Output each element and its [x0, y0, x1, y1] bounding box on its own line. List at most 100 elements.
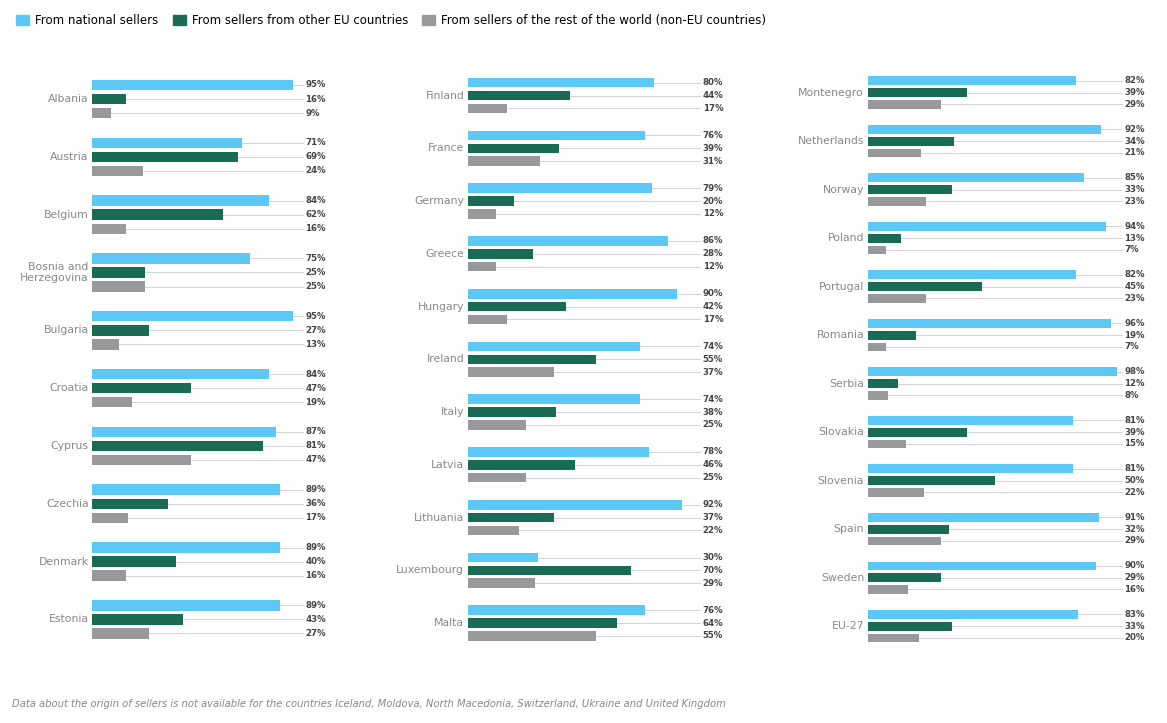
Text: 79%: 79%: [703, 184, 724, 193]
Text: 92%: 92%: [1124, 125, 1145, 134]
Bar: [868, 88, 966, 97]
Bar: [868, 585, 908, 594]
Bar: [468, 473, 526, 482]
Bar: [468, 448, 649, 457]
Text: Cyprus: Cyprus: [50, 441, 89, 451]
Text: Belgium: Belgium: [44, 210, 89, 220]
Bar: [468, 249, 533, 259]
Text: 81%: 81%: [1124, 416, 1145, 425]
Bar: [92, 628, 149, 638]
Bar: [868, 367, 1117, 376]
Text: 75%: 75%: [306, 254, 326, 263]
Text: 20%: 20%: [703, 197, 724, 205]
Bar: [92, 441, 263, 451]
Bar: [92, 281, 145, 292]
Bar: [468, 236, 668, 246]
Bar: [468, 197, 515, 206]
Bar: [92, 542, 280, 553]
Text: 12%: 12%: [703, 262, 724, 271]
Text: 50%: 50%: [1124, 476, 1145, 485]
Text: 85%: 85%: [1124, 174, 1145, 182]
Text: 70%: 70%: [703, 566, 724, 575]
Text: Ireland: Ireland: [427, 354, 464, 364]
Text: 45%: 45%: [1124, 282, 1145, 291]
Text: 29%: 29%: [703, 578, 724, 588]
Bar: [468, 513, 554, 522]
Bar: [868, 464, 1074, 474]
Text: 39%: 39%: [703, 144, 724, 153]
Text: Bosnia and
Herzegovina: Bosnia and Herzegovina: [20, 262, 89, 283]
Text: 55%: 55%: [703, 631, 724, 641]
Text: 84%: 84%: [306, 196, 326, 205]
Text: 94%: 94%: [1124, 222, 1145, 231]
Legend: From national sellers, From sellers from other EU countries, From sellers of the: From national sellers, From sellers from…: [12, 9, 771, 32]
Text: Spain: Spain: [833, 524, 864, 534]
Text: 47%: 47%: [306, 455, 326, 464]
Bar: [868, 234, 901, 242]
Text: 90%: 90%: [703, 289, 724, 299]
Text: Slovakia: Slovakia: [818, 427, 864, 437]
Bar: [92, 166, 142, 176]
Text: 46%: 46%: [703, 461, 724, 469]
Bar: [92, 311, 293, 322]
Text: 25%: 25%: [306, 282, 326, 291]
Bar: [468, 407, 557, 417]
Text: 23%: 23%: [1124, 294, 1145, 303]
Bar: [92, 152, 238, 162]
Text: 34%: 34%: [1124, 137, 1145, 145]
Bar: [868, 391, 888, 400]
Bar: [92, 268, 145, 278]
Text: 87%: 87%: [306, 427, 326, 437]
Bar: [468, 420, 526, 429]
Text: 71%: 71%: [306, 138, 326, 147]
Bar: [92, 253, 251, 264]
Bar: [468, 209, 496, 218]
Text: Estonia: Estonia: [49, 615, 89, 625]
Bar: [868, 573, 942, 582]
Bar: [468, 500, 682, 510]
Text: 30%: 30%: [703, 553, 724, 562]
Bar: [468, 395, 640, 404]
Bar: [868, 440, 906, 448]
Bar: [92, 614, 183, 625]
Text: Sweden: Sweden: [820, 573, 864, 583]
Text: 16%: 16%: [306, 95, 326, 103]
Text: Malta: Malta: [434, 618, 464, 628]
Text: 12%: 12%: [703, 210, 724, 218]
Text: 38%: 38%: [703, 408, 724, 416]
Text: 39%: 39%: [1124, 428, 1145, 437]
Text: 13%: 13%: [1124, 234, 1145, 243]
Text: 13%: 13%: [306, 340, 326, 349]
Text: Croatia: Croatia: [49, 383, 89, 393]
Text: 24%: 24%: [306, 166, 326, 176]
Text: 20%: 20%: [1124, 633, 1145, 643]
Bar: [468, 103, 508, 113]
Bar: [868, 343, 886, 351]
Text: 81%: 81%: [306, 442, 326, 450]
Text: 95%: 95%: [306, 80, 326, 90]
Bar: [868, 148, 921, 158]
Bar: [868, 174, 1083, 182]
Bar: [468, 631, 596, 641]
Bar: [92, 570, 126, 581]
Text: 29%: 29%: [1124, 536, 1145, 545]
Text: 74%: 74%: [703, 395, 724, 403]
Text: 33%: 33%: [1124, 622, 1145, 630]
Bar: [92, 94, 126, 104]
Text: 29%: 29%: [1124, 573, 1145, 582]
Bar: [468, 315, 508, 324]
Text: 37%: 37%: [703, 367, 724, 377]
Text: Netherlands: Netherlands: [797, 136, 864, 146]
Text: 17%: 17%: [703, 315, 724, 324]
Text: 25%: 25%: [703, 420, 724, 429]
Text: 29%: 29%: [1124, 100, 1145, 109]
Text: 82%: 82%: [1124, 270, 1145, 279]
Text: 76%: 76%: [703, 131, 724, 140]
Text: 17%: 17%: [703, 104, 724, 113]
Bar: [92, 339, 119, 350]
Text: Austria: Austria: [50, 152, 89, 162]
Text: Lithuania: Lithuania: [414, 513, 464, 523]
Text: 19%: 19%: [306, 398, 326, 406]
Text: 95%: 95%: [306, 312, 326, 321]
Text: 25%: 25%: [703, 473, 724, 482]
